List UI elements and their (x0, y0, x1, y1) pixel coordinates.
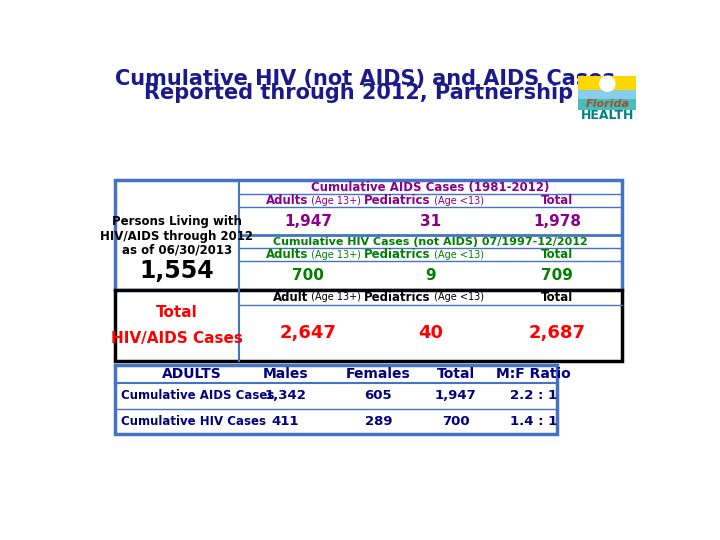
Bar (114, 180, 622, 289)
Text: Total: Total (156, 305, 198, 320)
Text: Florida: Florida (585, 99, 629, 109)
Bar (114, 365, 557, 434)
Text: M:F Ratio: M:F Ratio (496, 367, 571, 381)
Text: Pediatrics: Pediatrics (364, 194, 431, 207)
Text: 1.4 : 1: 1.4 : 1 (510, 415, 557, 428)
Text: Cumulative AIDS Cases (1981-2012): Cumulative AIDS Cases (1981-2012) (312, 181, 550, 194)
Text: ADULTS: ADULTS (163, 367, 222, 381)
Bar (578, 90, 636, 99)
Text: 2,687: 2,687 (528, 324, 585, 342)
Text: 709: 709 (541, 268, 573, 283)
Text: Persons Living with: Persons Living with (112, 215, 242, 228)
Text: Adult: Adult (272, 291, 308, 304)
Text: 289: 289 (364, 415, 392, 428)
Text: 9: 9 (426, 268, 436, 283)
Bar (578, 99, 636, 110)
Text: 411: 411 (271, 415, 299, 428)
Text: Total: Total (437, 367, 475, 381)
Bar (578, 76, 636, 99)
Text: HIV/AIDS through 2012: HIV/AIDS through 2012 (100, 230, 253, 242)
Text: Pediatrics: Pediatrics (364, 291, 431, 304)
Text: Reported through 2012, Partnership 3: Reported through 2012, Partnership 3 (143, 83, 595, 103)
Text: 2.2 : 1: 2.2 : 1 (510, 389, 557, 402)
Text: Cumulative AIDS Cases: Cumulative AIDS Cases (121, 389, 274, 402)
Text: (Age <13): (Age <13) (431, 292, 484, 302)
Text: 700: 700 (292, 268, 324, 283)
Text: Cumulative HIV Cases: Cumulative HIV Cases (121, 415, 266, 428)
Text: 1,947: 1,947 (284, 214, 332, 228)
Text: 31: 31 (420, 214, 441, 228)
Text: 1,947: 1,947 (435, 389, 477, 402)
Text: (Age <13): (Age <13) (431, 195, 484, 206)
Bar (114, 289, 622, 361)
Text: 1,342: 1,342 (264, 389, 306, 402)
Text: 1,554: 1,554 (140, 259, 214, 283)
Text: Females: Females (346, 367, 410, 381)
Text: Total: Total (541, 194, 573, 207)
Text: 2,647: 2,647 (279, 324, 336, 342)
Text: HIV/AIDS Cases: HIV/AIDS Cases (111, 331, 243, 346)
Text: (Age 13+): (Age 13+) (308, 195, 361, 206)
Text: as of 06/30/2013: as of 06/30/2013 (122, 244, 232, 257)
Text: Total: Total (541, 248, 573, 261)
Text: HEALTH: HEALTH (580, 109, 634, 122)
Text: 1,978: 1,978 (534, 214, 581, 228)
Text: 40: 40 (418, 324, 443, 342)
Text: Adults: Adults (266, 248, 308, 261)
Bar (578, 76, 636, 99)
Circle shape (600, 76, 615, 91)
Text: (Age <13): (Age <13) (431, 249, 484, 260)
Text: Cumulative HIV (not AIDS) and AIDS Cases,: Cumulative HIV (not AIDS) and AIDS Cases… (115, 69, 623, 89)
Text: 605: 605 (364, 389, 392, 402)
Text: (Age 13+): (Age 13+) (308, 249, 361, 260)
Text: Males: Males (263, 367, 308, 381)
Text: (Age 13+): (Age 13+) (308, 292, 361, 302)
Text: Cumulative HIV Cases (not AIDS) 07/1997-12/2012: Cumulative HIV Cases (not AIDS) 07/1997-… (273, 237, 588, 247)
Text: Pediatrics: Pediatrics (364, 248, 431, 261)
Text: Total: Total (541, 291, 573, 304)
Text: Adults: Adults (266, 194, 308, 207)
Text: 700: 700 (442, 415, 469, 428)
